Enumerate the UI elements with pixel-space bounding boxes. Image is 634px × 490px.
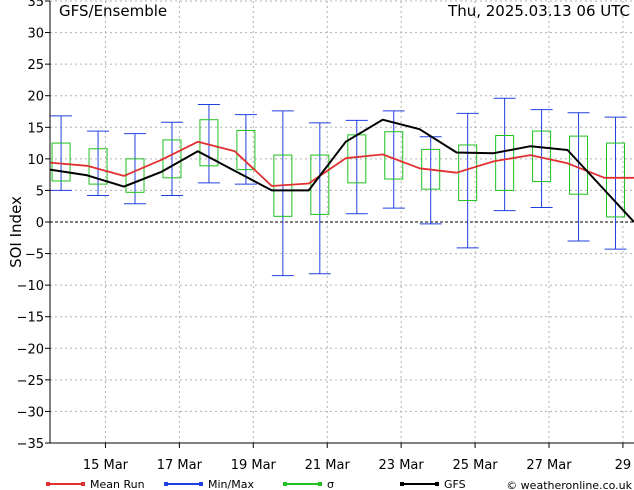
legend-label-minmax: Min/Max — [208, 478, 254, 490]
legend-label-mean: Mean Run — [90, 478, 145, 490]
axis-layer — [45, 0, 634, 448]
series-layer — [49, 118, 634, 223]
y-tick-label: −15 — [17, 311, 44, 326]
legend-label-gfs: GFS — [444, 478, 466, 490]
legend-marker-end-minmax — [199, 482, 203, 486]
y-tick-label: −25 — [17, 374, 44, 389]
sigma-box — [495, 134, 515, 191]
x-tick-label: 25 Mar — [452, 458, 498, 473]
legend-marker-start-minmax — [164, 482, 168, 486]
legend-marker-start-gfs — [400, 482, 404, 486]
legend-marker-end-sigma — [318, 482, 322, 486]
chart-datetime: Thu, 2025.03.13 06 UTC — [447, 2, 630, 20]
y-tick-label: 25 — [27, 58, 44, 73]
chart-model-title: GFS/Ensemble — [59, 2, 167, 20]
legend-marker-end-gfs — [435, 482, 439, 486]
sigma-box — [236, 129, 256, 171]
y-tick-label: 10 — [27, 153, 44, 168]
y-axis-label: SOI Index — [7, 196, 25, 268]
y-tick-label: 35 — [27, 0, 44, 10]
y-tick-label: −5 — [25, 248, 44, 263]
sigma-box — [310, 154, 330, 215]
mean-run-line — [49, 140, 634, 187]
x-tick-label: 27 Mar — [526, 458, 572, 473]
x-tick-label: 23 Mar — [379, 458, 425, 473]
y-tick-label: −20 — [17, 342, 44, 357]
legend-marker-end-mean — [81, 482, 85, 486]
sigma-box-layer — [51, 119, 626, 218]
y-tick-label: 30 — [27, 27, 44, 42]
legend-label-sigma: σ — [327, 478, 334, 490]
y-tick-label: 5 — [36, 184, 44, 199]
x-tick-labels: 15 Mar 17 Mar 19 Mar 21 Mar 23 Mar 25 Mar 27 M… — [83, 458, 631, 473]
y-tick-label: −30 — [17, 405, 44, 420]
legend-marker-start-mean — [46, 482, 50, 486]
sigma-box — [606, 142, 626, 218]
y-tick-label: 20 — [27, 90, 44, 105]
y-tick-labels: −35 −30 −25 −20 −15 −10 −5 0 5 10 15 20 25 30 35 — [17, 0, 44, 452]
legend-marker-start-sigma — [283, 482, 287, 486]
sigma-box — [569, 135, 589, 195]
x-tick-label: 29 — [615, 458, 632, 473]
legend: Mean Run Min/Max σ GFS — [46, 478, 466, 490]
y-tick-label: −10 — [17, 279, 44, 294]
y-tick-label: −35 — [17, 437, 44, 452]
gfs-line — [49, 118, 634, 223]
x-tick-label: 17 Mar — [157, 458, 203, 473]
x-tick-label: 15 Mar — [83, 458, 129, 473]
x-tick-label: 19 Mar — [231, 458, 277, 473]
copyright-text: © weatheronline.co.uk — [506, 479, 632, 490]
x-tick-label: 21 Mar — [305, 458, 351, 473]
y-tick-label: 15 — [27, 121, 44, 136]
minmax-layer — [50, 97, 627, 277]
y-tick-label: 0 — [36, 216, 44, 231]
